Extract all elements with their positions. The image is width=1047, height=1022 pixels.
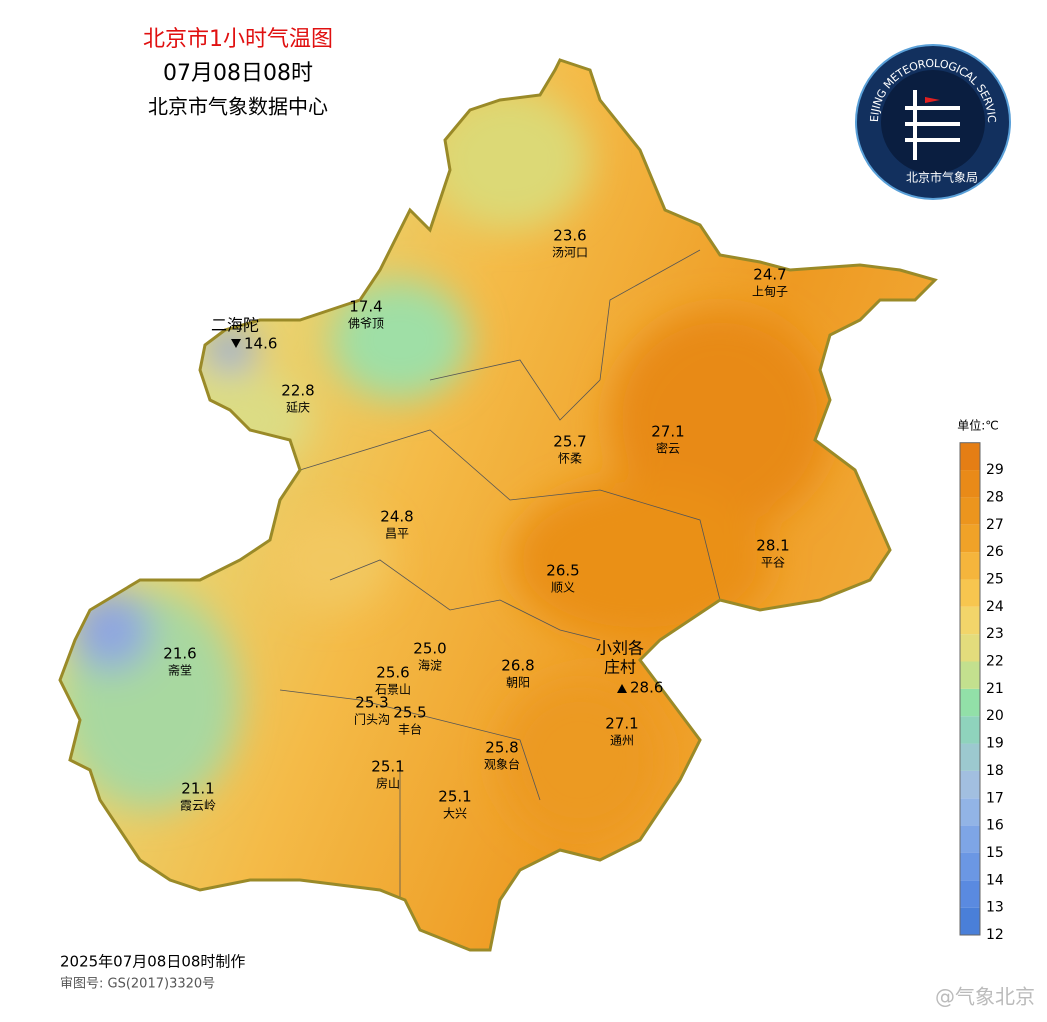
station-temp: 25.6	[376, 664, 409, 682]
legend-tick-label: 21	[986, 681, 1004, 697]
station-name: 朝阳	[506, 676, 530, 690]
extreme-name: 庄村	[604, 658, 636, 677]
legend-unit: 单位:℃	[957, 418, 999, 433]
legend-tick-label: 22	[986, 654, 1004, 670]
station-temp: 25.1	[438, 788, 471, 806]
extreme-temp: 14.6	[244, 335, 277, 353]
extreme-temp: 28.6	[630, 679, 663, 697]
station-temp: 25.5	[393, 704, 426, 722]
min-marker	[231, 339, 241, 348]
legend-tick-label: 15	[986, 845, 1004, 861]
legend-color	[960, 579, 980, 607]
station-temp: 25.1	[371, 758, 404, 776]
station-name: 怀柔	[558, 452, 582, 466]
stations: 23.6汤河口24.7上甸子17.4佛爷顶22.8延庆25.7怀柔27.1密云2…	[163, 227, 789, 821]
extreme-name: 小刘各	[596, 639, 644, 658]
map-title: 北京市1小时气温图	[143, 27, 333, 52]
station-temp: 24.8	[380, 508, 413, 526]
legend-tick-label: 20	[986, 708, 1004, 724]
station-temp: 26.5	[546, 562, 579, 580]
station-temp: 21.6	[163, 645, 196, 663]
legend-color	[960, 825, 980, 853]
station-temp: 24.7	[753, 266, 786, 284]
extreme-name: 二海陀	[211, 316, 259, 335]
station-name: 丰台	[398, 722, 422, 737]
station-name: 汤河口	[552, 246, 588, 260]
legend-color	[960, 470, 980, 498]
station-name: 霞云岭	[180, 799, 216, 813]
legend-color	[960, 880, 980, 908]
legend-tick-label: 18	[986, 763, 1004, 779]
station-temp: 22.8	[281, 382, 314, 400]
map-source: 北京市气象数据中心	[148, 95, 328, 119]
legend-color	[960, 716, 980, 744]
legend-color	[960, 743, 980, 771]
station-temp: 25.7	[553, 433, 586, 451]
legend-tick-label: 12	[986, 927, 1004, 943]
legend-color	[960, 852, 980, 881]
station-temp: 25.0	[413, 640, 446, 658]
legend-tick-label: 17	[986, 790, 1004, 806]
station-name: 石景山	[375, 683, 411, 697]
station-name: 斋堂	[168, 663, 192, 678]
station-name: 上甸子	[752, 285, 788, 299]
station-name: 佛爷顶	[348, 317, 384, 331]
legend-frame	[959, 442, 981, 936]
footer-made: 2025年07月08日08时制作	[60, 953, 245, 971]
legend-color	[960, 442, 980, 471]
legend-color	[960, 688, 980, 717]
station-name: 通州	[610, 734, 634, 748]
legend-tick-label: 28	[986, 489, 1004, 505]
footer-approval: 审图号: GS(2017)3320号	[60, 977, 215, 992]
station-name: 大兴	[443, 807, 467, 821]
station-temp: 25.8	[485, 739, 518, 757]
station-name: 观象台	[484, 757, 520, 772]
legend-tick-label: 23	[986, 626, 1004, 642]
legend-tick-label: 16	[986, 818, 1004, 834]
station-name: 平谷	[761, 556, 785, 570]
station-temp: 25.3	[355, 694, 388, 712]
logo-bottom-text: 北京市气象局	[906, 170, 978, 185]
legend-tick-label: 29	[986, 462, 1004, 478]
legend: 单位:℃ 12 13 14 15 16 17 18 19 20 21 22 23 24 25 26 27 28 2…	[957, 418, 1004, 944]
legend-color	[960, 524, 980, 553]
station-temp: 28.1	[756, 537, 789, 555]
legend-tick-label: 13	[986, 900, 1004, 916]
map-time: 07月08日08时	[163, 61, 313, 86]
legend-tick-label: 27	[986, 517, 1004, 533]
station-name: 密云	[656, 441, 680, 456]
station-temp: 27.1	[605, 715, 638, 733]
legend-color	[960, 798, 980, 826]
legend-tick-label: 14	[986, 872, 1004, 888]
station-temp: 26.8	[501, 657, 534, 675]
station-name: 海淀	[418, 658, 442, 673]
legend-color	[960, 552, 980, 580]
watermark: @气象北京	[935, 985, 1035, 1009]
station-name: 延庆	[286, 401, 310, 415]
legend-tick-label: 19	[986, 736, 1004, 752]
max-marker	[617, 684, 627, 693]
station-name: 房山	[376, 776, 400, 791]
station-name: 昌平	[385, 527, 409, 541]
legend-color	[960, 606, 980, 635]
legend-color	[960, 634, 980, 662]
station-temp: 27.1	[651, 423, 684, 441]
station-name: 顺义	[551, 581, 575, 595]
legend-color	[960, 770, 980, 799]
legend-tick-label: 26	[986, 544, 1004, 560]
legend-tick-label: 25	[986, 571, 1004, 587]
legend-color	[960, 907, 980, 935]
station-temp: 23.6	[553, 227, 586, 245]
legend-color	[960, 661, 980, 689]
legend-color	[960, 497, 980, 525]
station-temp: 17.4	[349, 298, 382, 316]
station-name: 门头沟	[354, 712, 390, 727]
legend-tick-label: 24	[986, 599, 1004, 615]
station-temp: 21.1	[181, 780, 214, 798]
